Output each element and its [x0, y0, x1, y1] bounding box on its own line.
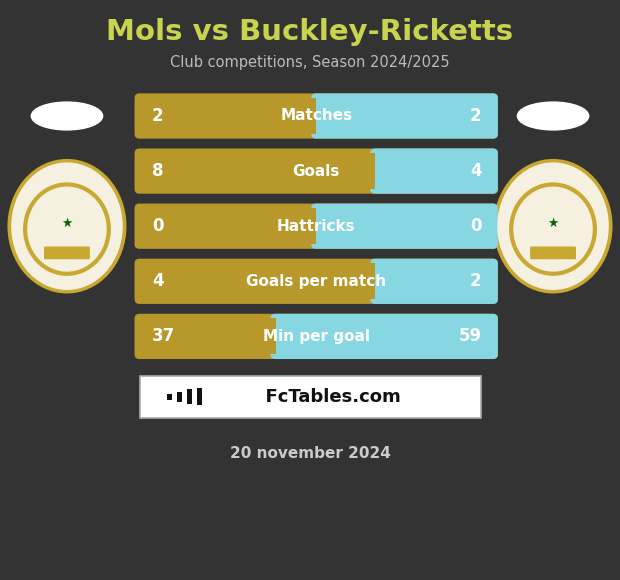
- FancyBboxPatch shape: [44, 246, 90, 259]
- Ellipse shape: [494, 159, 613, 293]
- Text: Min per goal: Min per goal: [263, 329, 370, 344]
- Text: 2: 2: [470, 272, 482, 291]
- Text: Mols vs Buckley-Ricketts: Mols vs Buckley-Ricketts: [107, 18, 513, 46]
- Bar: [167, 394, 172, 400]
- Text: Club competitions, Season 2024/2025: Club competitions, Season 2024/2025: [170, 55, 450, 70]
- Bar: [140, 208, 316, 244]
- FancyBboxPatch shape: [135, 93, 498, 139]
- FancyBboxPatch shape: [370, 148, 498, 194]
- Text: Goals: Goals: [293, 164, 340, 179]
- Text: Goals per match: Goals per match: [246, 274, 386, 289]
- Ellipse shape: [497, 162, 609, 290]
- Text: 37: 37: [152, 327, 175, 346]
- Bar: [197, 388, 202, 405]
- Text: 0: 0: [152, 217, 164, 235]
- FancyBboxPatch shape: [530, 246, 576, 259]
- Text: 4: 4: [152, 272, 164, 291]
- Text: ★: ★: [61, 217, 73, 230]
- Bar: [177, 392, 182, 402]
- Bar: [140, 263, 375, 299]
- Ellipse shape: [11, 162, 123, 290]
- Text: 2: 2: [152, 107, 164, 125]
- Bar: [140, 153, 375, 189]
- FancyBboxPatch shape: [135, 259, 498, 304]
- FancyBboxPatch shape: [135, 204, 498, 249]
- Bar: [187, 389, 192, 404]
- Text: Matches: Matches: [280, 108, 352, 124]
- Text: 2: 2: [470, 107, 482, 125]
- Text: 4: 4: [470, 162, 482, 180]
- FancyBboxPatch shape: [135, 148, 498, 194]
- FancyBboxPatch shape: [270, 314, 498, 359]
- Text: ★: ★: [547, 217, 559, 230]
- Text: 8: 8: [152, 162, 164, 180]
- Bar: [140, 98, 316, 134]
- Text: 0: 0: [470, 217, 482, 235]
- Ellipse shape: [517, 102, 588, 130]
- FancyBboxPatch shape: [140, 376, 480, 418]
- Bar: [140, 318, 275, 354]
- Text: FcTables.com: FcTables.com: [253, 387, 401, 406]
- FancyBboxPatch shape: [370, 259, 498, 304]
- FancyBboxPatch shape: [135, 314, 498, 359]
- FancyBboxPatch shape: [311, 204, 498, 249]
- FancyBboxPatch shape: [311, 93, 498, 139]
- Text: Hattricks: Hattricks: [277, 219, 355, 234]
- Text: 59: 59: [459, 327, 482, 346]
- Ellipse shape: [7, 159, 126, 293]
- Ellipse shape: [31, 102, 103, 130]
- Text: 20 november 2024: 20 november 2024: [229, 446, 391, 461]
